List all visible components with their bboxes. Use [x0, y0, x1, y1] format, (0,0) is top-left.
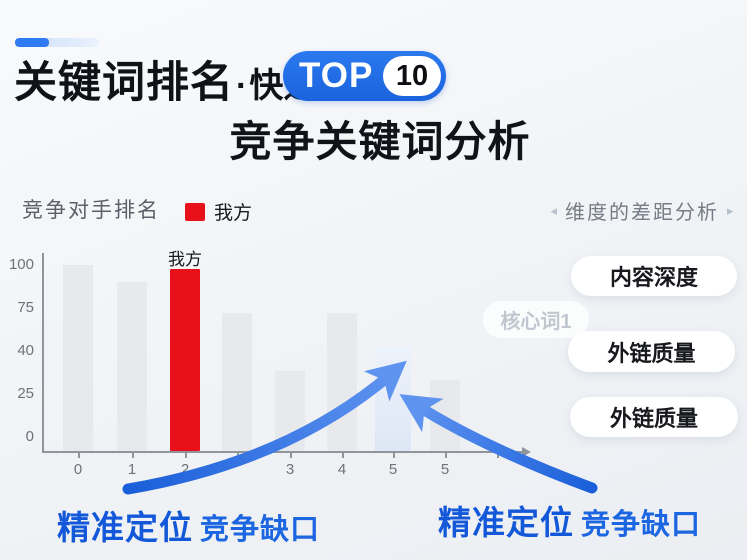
chart-legend: 我方 — [185, 198, 252, 225]
y-axis-label: 25 — [17, 385, 34, 402]
top10-badge-circle: 10 — [383, 56, 441, 96]
x-axis-label: 4 — [337, 461, 347, 478]
x-axis-tick — [132, 453, 134, 458]
callout-right: 精准定位 竞争缺口 — [438, 496, 701, 544]
bar-competitor — [327, 313, 357, 451]
legend-label: 我方 — [214, 203, 253, 224]
x-axis-tick — [497, 453, 499, 458]
title-separator: · — [236, 67, 248, 105]
dimension-pill-backlink-quality-1[interactable]: 外链质量 — [568, 331, 735, 372]
y-axis-label: 75 — [17, 299, 34, 316]
bar-competitor — [117, 282, 147, 451]
top10-badge: TOP 10 — [283, 51, 446, 101]
bar-chart-plot: 0 1 2 3 4 5 5 我方 — [42, 250, 542, 478]
bar-annotation-our-side: 我方 — [168, 249, 202, 269]
y-axis-line — [42, 253, 44, 452]
x-axis-label: 2 — [180, 461, 190, 478]
top10-badge-label: TOP — [299, 56, 374, 95]
dimension-pill-backlink-quality-2[interactable]: 外链质量 — [570, 397, 738, 437]
x-axis-tick — [78, 453, 80, 458]
top10-badge-number: 10 — [395, 59, 429, 92]
title-main: 关键词排名 — [14, 59, 234, 107]
x-axis-arrowhead-icon — [522, 447, 531, 457]
chevron-right-icon[interactable]: ▸ — [727, 202, 734, 218]
x-axis-label: 5 — [440, 461, 450, 478]
bar-competitor — [275, 371, 305, 451]
x-axis-tick — [445, 453, 447, 458]
callout-left-text: 竞争缺口 — [200, 514, 321, 546]
bar-competitor — [222, 313, 252, 451]
bar-gap-highlight — [375, 347, 411, 451]
x-axis-label: 5 — [388, 461, 398, 478]
y-axis-label: 0 — [25, 428, 34, 445]
callout-right-text: 竞争缺口 — [581, 509, 702, 541]
panel-header: ◂ 维度的差距分析 ▸ — [538, 196, 746, 225]
bar-our-side — [170, 269, 200, 451]
x-axis-tick — [185, 453, 187, 458]
page-title: 关键词排名 · 快速 — [14, 48, 317, 110]
progress-chip — [15, 38, 99, 47]
callout-left-emphasis: 精准定位 — [57, 509, 193, 546]
y-axis-label: 40 — [17, 342, 34, 359]
x-axis-label: 1 — [127, 461, 137, 478]
x-axis-tick — [237, 453, 239, 458]
x-axis-tick — [342, 453, 344, 458]
panel-header-label: 维度的差距分析 — [565, 202, 719, 224]
x-axis-line — [42, 451, 524, 453]
callout-right-emphasis: 精准定位 — [438, 504, 574, 541]
chevron-left-icon[interactable]: ◂ — [550, 202, 557, 218]
legend-swatch-red — [185, 202, 205, 221]
bar-competitor — [63, 265, 93, 451]
x-axis-label: 3 — [285, 461, 295, 478]
core-word-chip: 核心词1 — [483, 301, 589, 338]
y-axis-labels: 100 75 40 25 0 — [0, 255, 36, 451]
dimension-pill-content-depth[interactable]: 内容深度 — [571, 256, 737, 296]
y-axis-label: 100 — [8, 256, 34, 273]
chart-title: 竞争对手排名 — [22, 199, 160, 222]
x-axis-tick — [290, 453, 292, 458]
bar-competitor — [430, 380, 460, 451]
callout-left: 精准定位 竞争缺口 — [57, 501, 320, 549]
progress-chip-fill — [15, 38, 49, 47]
page-subtitle: 竞争关键词分析 — [229, 118, 531, 165]
x-axis-tick — [393, 453, 395, 458]
x-axis-label: 0 — [73, 461, 83, 478]
